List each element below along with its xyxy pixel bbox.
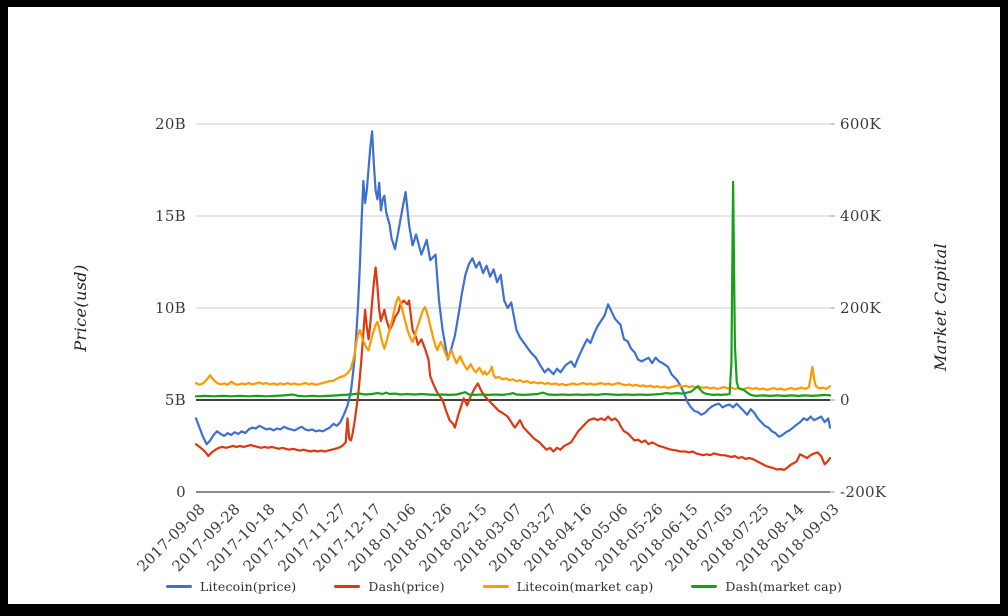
left-axis-title: Price(usd) [71, 264, 90, 352]
litecoin-price-line-icon [165, 584, 192, 588]
series-line-litecoin-price- [194, 130, 832, 446]
right-axis-title: Market Capital [931, 242, 950, 372]
frame-border-bottom [0, 604, 1008, 616]
left-axis-tick-label: 15B [154, 207, 186, 225]
legend-label: Litecoin(market cap) [516, 578, 654, 594]
litecoin-marketcap-line-icon [482, 584, 509, 588]
legend-item-dash-price: Dash(price) [334, 579, 444, 594]
legend-item-litecoin-price: Litecoin(price) [165, 578, 297, 594]
legend-item-litecoin-marketcap: Litecoin(market cap) [482, 578, 654, 594]
dash-price-line-icon [334, 584, 361, 588]
right-axis-tick-label: 200K [840, 299, 882, 317]
legend-item-dash-marketcap: Dash(market cap) [691, 579, 842, 594]
frame-border-right [1000, 0, 1008, 616]
legend-label: Dash(market cap) [725, 578, 843, 594]
legend-label: Litecoin(price) [199, 578, 297, 594]
frame-border-top [0, 0, 1008, 7]
chart-legend: Litecoin(price) Dash(price) Litecoin(mar… [0, 576, 1008, 596]
right-axis-tick-label: 600K [840, 115, 882, 133]
legend-label: Dash(price) [368, 578, 445, 594]
right-axis-tick-label: 400K [840, 207, 882, 225]
left-axis-tick-label: 20B [154, 115, 186, 133]
left-axis-tick-label: 0 [176, 483, 186, 501]
dash-marketcap-line-icon [691, 584, 718, 588]
frame-border-left [0, 0, 8, 616]
right-axis-tick-label: -200K [840, 483, 887, 501]
left-axis-tick-label: 10B [154, 299, 186, 317]
right-axis-tick-label: 0 [840, 391, 850, 409]
series-line-litecoin-market-cap- [194, 295, 832, 391]
left-axis-tick-label: 5B [164, 391, 186, 409]
series-line-dash-market-cap- [194, 180, 832, 398]
